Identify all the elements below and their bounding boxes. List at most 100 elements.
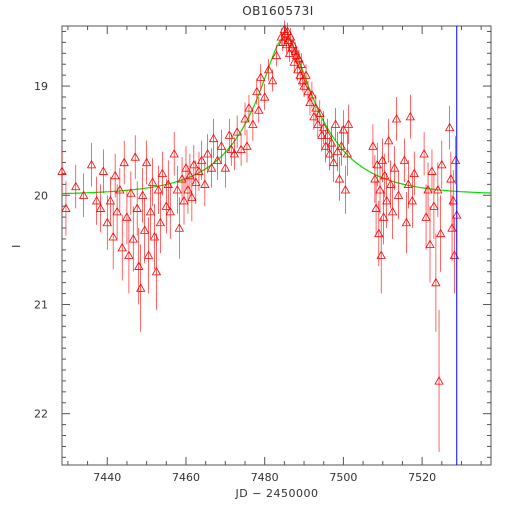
triangle-marker — [208, 133, 219, 143]
triangle-marker — [143, 250, 154, 259]
triangle-marker — [157, 168, 168, 178]
data-point — [155, 191, 166, 254]
triangle-marker — [78, 190, 89, 199]
triangle-marker — [391, 113, 402, 123]
triangle-marker — [446, 174, 456, 183]
data-point — [375, 165, 385, 214]
data-points-layer — [57, 20, 462, 452]
triangle-marker — [136, 283, 146, 292]
data-point — [260, 83, 270, 111]
data-point — [248, 107, 258, 141]
y-axis-label: I — [10, 244, 23, 248]
data-point — [368, 124, 378, 168]
triangle-marker — [382, 195, 392, 205]
data-point — [342, 131, 353, 176]
data-point — [391, 96, 402, 141]
data-point — [220, 148, 231, 188]
data-point — [446, 151, 456, 207]
triangle-marker — [319, 122, 329, 132]
triangle-marker — [282, 26, 293, 36]
triangle-marker — [202, 148, 213, 158]
triangle-marker — [130, 152, 140, 161]
triangle-marker — [429, 201, 439, 210]
triangle-marker — [226, 144, 236, 154]
data-point — [288, 35, 298, 54]
triangle-marker — [242, 141, 252, 150]
triangle-marker — [122, 212, 132, 221]
data-point — [382, 173, 392, 229]
data-point — [117, 214, 127, 281]
plot-area — [57, 20, 492, 466]
triangle-marker — [368, 141, 378, 150]
data-point — [57, 149, 67, 194]
triangle-marker — [191, 177, 201, 186]
triangle-marker — [124, 250, 134, 259]
triangle-marker — [434, 376, 444, 385]
data-point — [153, 165, 164, 214]
triangle-marker — [447, 223, 457, 232]
data-point — [200, 162, 210, 207]
data-point — [433, 162, 443, 218]
data-point — [61, 181, 71, 236]
data-point — [229, 137, 240, 171]
triangle-marker — [263, 64, 274, 74]
data-point — [138, 167, 148, 223]
triangle-marker — [405, 111, 415, 121]
triangle-marker — [194, 166, 204, 175]
triangle-marker — [108, 231, 118, 241]
data-point — [267, 69, 278, 92]
triangle-marker — [437, 159, 447, 169]
triangle-marker — [197, 155, 207, 164]
triangle-marker — [377, 155, 388, 164]
triangle-marker — [61, 203, 71, 212]
triangle-marker — [407, 195, 417, 205]
triangle-marker — [378, 212, 389, 221]
data-point — [105, 176, 116, 225]
triangle-marker — [448, 195, 458, 205]
data-point — [295, 64, 305, 87]
data-point — [124, 217, 134, 294]
data-point — [242, 129, 252, 163]
triangle-marker — [254, 105, 264, 114]
triangle-marker — [288, 39, 298, 49]
data-point — [110, 153, 120, 198]
triangle-marker — [387, 206, 398, 216]
data-point — [377, 138, 388, 183]
triangle-marker — [295, 70, 305, 79]
x-tick-label: 7440 — [93, 471, 121, 484]
data-point — [191, 160, 201, 205]
data-point — [165, 184, 175, 239]
data-point — [378, 189, 389, 245]
triangle-marker — [340, 184, 351, 194]
triangle-marker — [112, 206, 122, 216]
triangle-marker — [376, 250, 386, 259]
data-point — [447, 195, 457, 261]
data-point — [112, 184, 122, 239]
data-point — [423, 162, 433, 218]
data-point — [399, 138, 410, 183]
triangle-marker — [200, 179, 210, 188]
data-point — [71, 164, 81, 209]
data-point — [98, 149, 109, 194]
data-point — [372, 142, 382, 187]
triangle-marker — [57, 166, 67, 175]
y-tick-label: 19 — [34, 80, 48, 93]
triangle-marker — [371, 203, 381, 212]
data-point — [419, 131, 429, 176]
triangle-marker — [374, 228, 384, 238]
data-point — [450, 136, 461, 185]
data-point — [216, 129, 227, 163]
data-point — [232, 115, 242, 149]
data-point — [301, 64, 311, 87]
data-point — [297, 69, 308, 92]
data-point — [405, 94, 415, 139]
data-point — [403, 160, 414, 209]
data-point — [128, 206, 138, 272]
triangle-marker — [138, 190, 148, 199]
data-point — [334, 157, 345, 201]
triangle-marker — [102, 217, 112, 227]
data-point — [95, 184, 106, 233]
data-point — [330, 107, 341, 141]
